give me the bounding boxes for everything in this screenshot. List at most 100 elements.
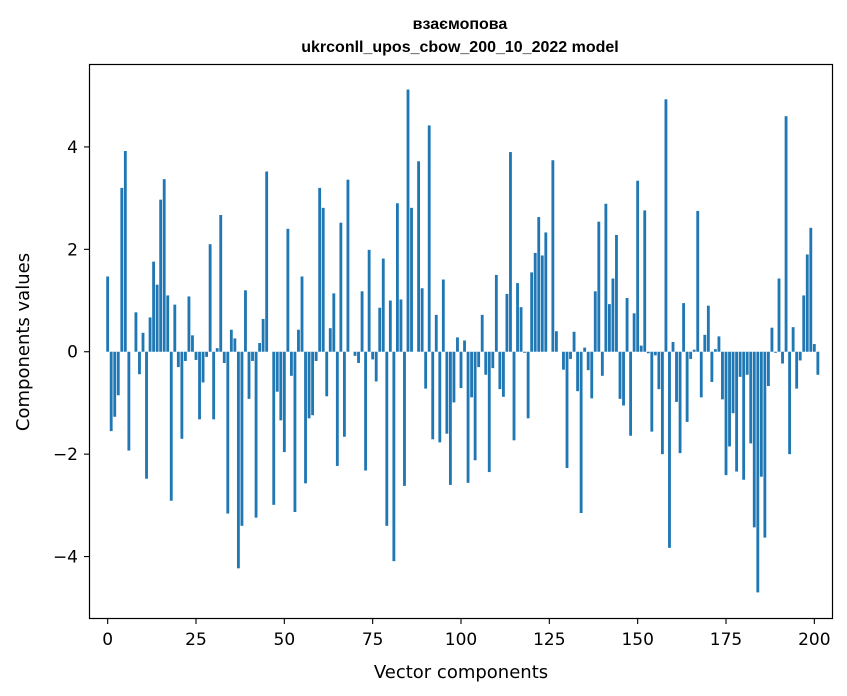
bar-188	[770, 327, 774, 352]
y-tick-label: 0	[67, 343, 78, 363]
bar-185	[759, 351, 763, 477]
bar-49	[279, 351, 283, 421]
bar-58	[311, 351, 315, 416]
x-axis-ticks: 0 25 50 75 100 125 150 175 200	[102, 618, 831, 650]
bar-179	[738, 351, 742, 377]
bar-118	[523, 351, 527, 353]
bar-42	[254, 351, 258, 518]
x-tick-label: 75	[362, 630, 384, 650]
bar-105	[477, 351, 481, 368]
bar-155	[653, 351, 657, 356]
bar-71	[357, 351, 360, 363]
bar-162	[678, 351, 682, 454]
bar-147	[625, 297, 629, 352]
bar-5	[123, 151, 127, 352]
bar-132	[572, 331, 576, 352]
bar-79	[385, 351, 389, 526]
bar-28	[205, 351, 209, 357]
bar-51	[286, 228, 290, 352]
bar-12	[148, 317, 152, 352]
bar-56	[304, 351, 307, 484]
bar-55	[300, 276, 304, 352]
chart-title: взаємопова	[413, 16, 508, 33]
y-tick-label: 2	[67, 240, 78, 260]
bar-4	[120, 187, 124, 352]
bar-76	[374, 351, 378, 382]
bar-167	[696, 210, 700, 352]
bar-190	[777, 278, 781, 352]
bar-157	[660, 351, 664, 455]
bar-103	[470, 351, 474, 398]
bar-10	[141, 332, 145, 352]
bar-80	[388, 300, 392, 352]
x-tick-label: 200	[798, 630, 830, 650]
bar-72	[360, 291, 364, 352]
bar-97	[448, 351, 452, 485]
bar-144	[615, 235, 618, 352]
bar-23	[187, 296, 191, 352]
bar-146	[622, 351, 625, 406]
bar-85	[406, 89, 410, 352]
bar-177	[731, 351, 735, 414]
bar-15	[159, 199, 163, 352]
bar-94	[438, 351, 442, 443]
bar-11	[145, 351, 148, 479]
bar-45	[265, 171, 269, 352]
bar-172	[713, 349, 717, 352]
bar-75	[371, 351, 375, 360]
bar-91	[427, 125, 431, 352]
bar-122	[537, 217, 541, 352]
bar-102	[466, 351, 470, 483]
bar-93	[434, 314, 438, 352]
bar-115	[512, 351, 516, 441]
bar-0	[106, 276, 110, 352]
bar-13	[152, 261, 156, 352]
bars-group	[106, 89, 820, 593]
bar-64	[332, 293, 336, 352]
bar-143	[611, 278, 615, 352]
bar-48	[275, 351, 279, 392]
bar-107	[484, 351, 488, 375]
bar-2	[113, 351, 117, 417]
bar-192	[784, 116, 788, 352]
bar-92	[431, 351, 435, 440]
bar-126	[551, 160, 555, 352]
bar-130	[565, 351, 569, 468]
bar-86	[410, 207, 413, 352]
bar-43	[258, 343, 262, 352]
bar-59	[314, 351, 318, 361]
bar-173	[717, 336, 721, 352]
bar-47	[272, 351, 276, 505]
bar-18	[169, 351, 173, 501]
bar-178	[735, 351, 739, 472]
bar-74	[367, 249, 371, 352]
bar-19	[173, 304, 177, 352]
bar-159	[668, 351, 671, 548]
bar-62	[325, 351, 329, 397]
bar-117	[519, 307, 523, 352]
bar-31	[215, 348, 219, 352]
bar-3	[116, 351, 120, 396]
bar-137	[590, 351, 594, 399]
bar-101	[463, 340, 466, 352]
y-tick-label: −2	[53, 445, 78, 465]
bar-156	[657, 351, 661, 390]
bar-187	[766, 351, 770, 387]
bar-73	[364, 351, 368, 471]
bar-197	[802, 295, 806, 352]
bar-154	[650, 351, 654, 432]
bar-175	[724, 351, 728, 476]
bar-67	[342, 351, 346, 437]
bar-36	[233, 338, 237, 352]
bar-65	[335, 351, 339, 466]
x-tick-label: 100	[445, 630, 477, 650]
bar-184	[756, 351, 760, 593]
y-tick-label: −4	[53, 548, 78, 568]
x-tick-label: 0	[102, 630, 113, 650]
bar-149	[632, 313, 636, 352]
bar-174	[721, 351, 724, 400]
bar-135	[583, 347, 587, 352]
bar-193	[788, 351, 792, 455]
bar-134	[579, 351, 583, 514]
bar-114	[509, 152, 512, 352]
